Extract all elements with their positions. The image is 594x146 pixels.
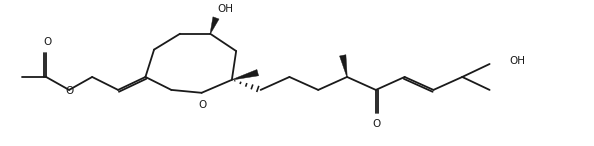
Text: OH: OH	[217, 4, 233, 14]
Text: OH: OH	[510, 56, 526, 66]
Text: O: O	[43, 37, 52, 47]
Polygon shape	[232, 69, 258, 80]
Polygon shape	[340, 55, 347, 77]
Text: O: O	[373, 119, 381, 129]
Polygon shape	[210, 17, 219, 34]
Text: O: O	[198, 100, 207, 110]
Text: O: O	[65, 86, 73, 96]
